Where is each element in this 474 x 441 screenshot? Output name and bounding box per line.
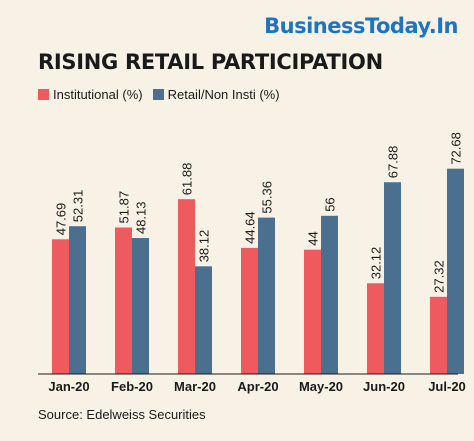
legend-swatch-retail: [152, 89, 164, 100]
data-label-retail-jul-20: 72.68: [449, 132, 464, 165]
data-label-institutional-jul-20: 27.32: [432, 260, 447, 293]
bar-institutional-mar-20: [178, 199, 195, 374]
x-tick-label-apr-20: Apr-20: [237, 379, 278, 394]
x-tick-label-may-20: May-20: [299, 379, 343, 394]
x-tick-label-mar-20: Mar-20: [174, 379, 216, 394]
x-tick-label-jun-20: Jun-20: [363, 379, 405, 394]
bar-institutional-jul-20: [430, 296, 447, 374]
legend-label-retail: Retail/Non Insti (%): [167, 87, 280, 102]
bar-retail-jan-20: [69, 226, 86, 374]
chart-title: RISING RETAIL PARTICIPATION: [38, 50, 383, 74]
bar-retail-jun-20: [384, 182, 401, 374]
data-label-retail-may-20: 56: [323, 197, 338, 211]
brand-logo: BusinessToday.In: [264, 14, 458, 38]
data-label-institutional-jan-20: 47.69: [54, 203, 69, 236]
bar-institutional-may-20: [304, 249, 321, 374]
bar-retail-may-20: [321, 215, 338, 374]
data-label-retail-mar-20: 38.12: [197, 230, 212, 263]
data-label-retail-feb-20: 48.13: [134, 201, 149, 234]
legend-label-institutional: Institutional (%): [53, 87, 143, 102]
legend-item-retail: Retail/Non Insti (%): [152, 87, 280, 102]
bar-retail-mar-20: [195, 266, 212, 374]
data-label-retail-apr-20: 55.36: [260, 181, 275, 214]
legend-item-institutional: Institutional (%): [38, 87, 143, 102]
bar-institutional-apr-20: [241, 247, 258, 374]
bar-retail-jul-20: [447, 168, 464, 374]
bar-retail-apr-20: [258, 217, 275, 374]
data-label-institutional-jun-20: 32.12: [369, 247, 384, 280]
bar-institutional-jun-20: [367, 283, 384, 374]
legend: Institutional (%) Retail/Non Insti (%): [38, 87, 290, 102]
x-tick-label-jan-20: Jan-20: [48, 379, 89, 394]
x-tick-label-feb-20: Feb-20: [111, 379, 153, 394]
bar-retail-feb-20: [132, 238, 149, 374]
legend-swatch-institutional: [38, 89, 49, 100]
bar-institutional-feb-20: [115, 227, 132, 374]
data-label-institutional-apr-20: 44.64: [243, 211, 258, 244]
bar-institutional-jan-20: [52, 239, 69, 374]
data-label-retail-jan-20: 52.31: [71, 190, 86, 223]
data-label-institutional-mar-20: 61.88: [180, 163, 195, 196]
data-label-institutional-may-20: 44: [306, 231, 321, 245]
x-tick-label-jul-20: Jul-20: [428, 379, 466, 394]
data-label-institutional-feb-20: 51.87: [117, 191, 132, 224]
data-label-retail-jun-20: 67.88: [386, 146, 401, 179]
source-note: Source: Edelweiss Securities: [38, 407, 206, 422]
